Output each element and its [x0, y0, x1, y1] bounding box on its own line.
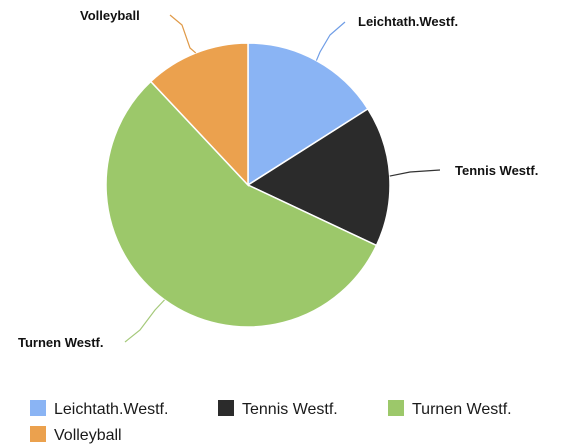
- legend-item-turnen-westf: Turnen Westf.: [388, 400, 512, 418]
- legend-swatch-volleyball: [30, 426, 46, 442]
- callout-leader-volleyball: [169, 14, 197, 54]
- pie-slice-tennis-westf: [246, 107, 391, 247]
- callout-leader-tennis-westf: [389, 169, 441, 177]
- legend-swatch-tennis-westf: [218, 400, 234, 416]
- callout-label-volleyball: Volleyball: [80, 8, 140, 23]
- legend-label-leichtath-westf: Leichtath.Westf.: [54, 401, 168, 418]
- pie-slices: [105, 42, 391, 328]
- pie-slice-volleyball: [149, 42, 249, 187]
- callout-label-turnen-westf: Turnen Westf.: [18, 335, 103, 350]
- callout-label-tennis-westf: Tennis Westf.: [455, 163, 538, 178]
- callout-labels: Leichtath.Westf. Tennis Westf. Turnen West…: [18, 8, 538, 350]
- legend-label-volleyball: Volleyball: [54, 427, 122, 444]
- legend-label-tennis-westf: Tennis Westf.: [242, 401, 338, 418]
- legend-label-turnen-westf: Turnen Westf.: [412, 401, 512, 418]
- pie-slice-leichtath-westf: [247, 42, 369, 187]
- legend-item-volleyball: Volleyball: [30, 426, 122, 444]
- legend-swatch-leichtath-westf: [30, 400, 46, 416]
- callout-label-leichtath-westf: Leichtath.Westf.: [358, 14, 458, 29]
- callout-leader-leichtath-westf: [315, 21, 346, 61]
- legend-swatch-turnen-westf: [388, 400, 404, 416]
- legend-item-tennis-westf: Tennis Westf.: [218, 400, 338, 418]
- legend: Leichtath.Westf. Tennis Westf. Turnen West…: [30, 400, 512, 444]
- callout-leader-turnen-westf: [124, 299, 165, 343]
- callout-leaders: [124, 14, 441, 343]
- pie-slice-turnen-westf: [105, 80, 378, 328]
- legend-item-leichtath-westf: Leichtath.Westf.: [30, 400, 168, 418]
